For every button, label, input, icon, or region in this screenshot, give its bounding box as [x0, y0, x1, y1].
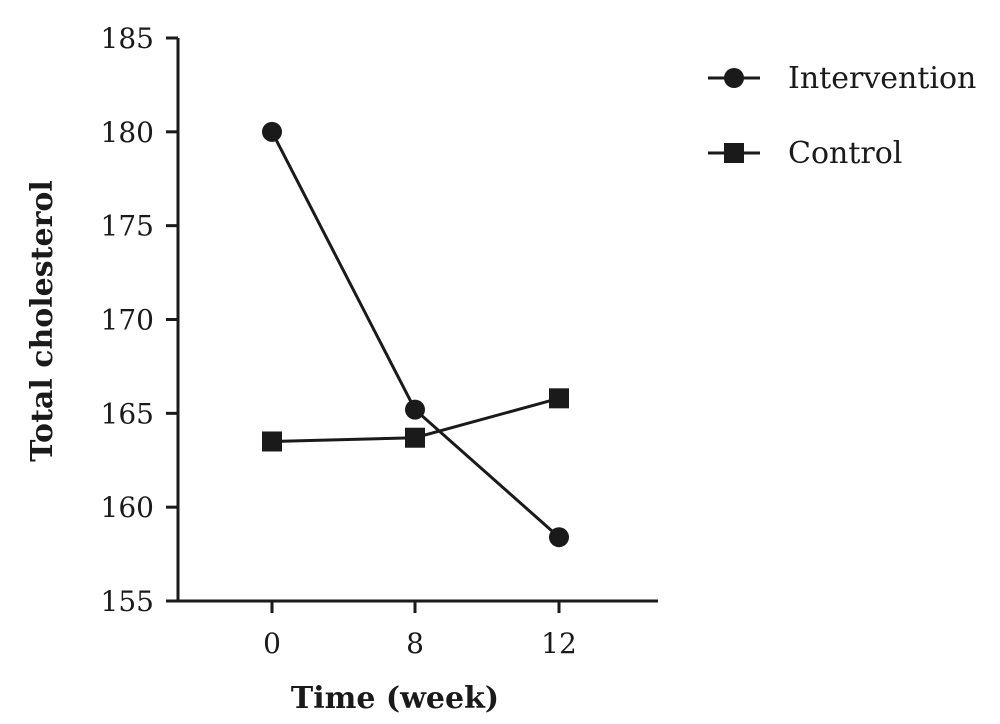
- legend-marker: [724, 68, 744, 88]
- legend: Intervention Control: [708, 61, 976, 171]
- legend-item-intervention: Intervention: [708, 61, 976, 96]
- series-layer: [262, 121, 569, 548]
- x-tick-label: 8: [406, 627, 424, 660]
- y-tick-label: 185: [101, 22, 154, 55]
- control-point: [405, 427, 425, 448]
- series-control: [262, 388, 569, 452]
- x-axis-title: Time (week): [291, 681, 499, 716]
- y-ticks: 155 160 165 170 175 180 185: [101, 22, 178, 618]
- axes: 155 160 165 170 175 180 185 0 8 12: [101, 22, 658, 660]
- y-tick-label: 160: [101, 491, 154, 524]
- intervention-point: [549, 527, 569, 548]
- x-tick-label: 12: [541, 627, 577, 660]
- control-point: [549, 388, 569, 409]
- legend-label: Intervention: [788, 61, 976, 96]
- x-ticks: 0 8 12: [263, 601, 577, 660]
- x-tick-label: 0: [263, 627, 281, 660]
- legend-item-control: Control: [708, 136, 902, 171]
- intervention-line: [270, 131, 560, 539]
- series-intervention: [262, 121, 569, 548]
- y-tick-label: 180: [101, 116, 154, 149]
- y-tick-label: 155: [101, 585, 154, 618]
- legend-label: Control: [788, 136, 902, 171]
- y-tick-label: 175: [101, 210, 154, 243]
- y-tick-label: 170: [101, 304, 154, 337]
- intervention-point: [262, 121, 282, 142]
- intervention-point: [405, 399, 425, 420]
- control-point: [262, 431, 282, 452]
- y-tick-label: 165: [101, 397, 154, 430]
- y-axis-title: Total cholesterol: [25, 180, 60, 462]
- legend-marker: [724, 143, 744, 163]
